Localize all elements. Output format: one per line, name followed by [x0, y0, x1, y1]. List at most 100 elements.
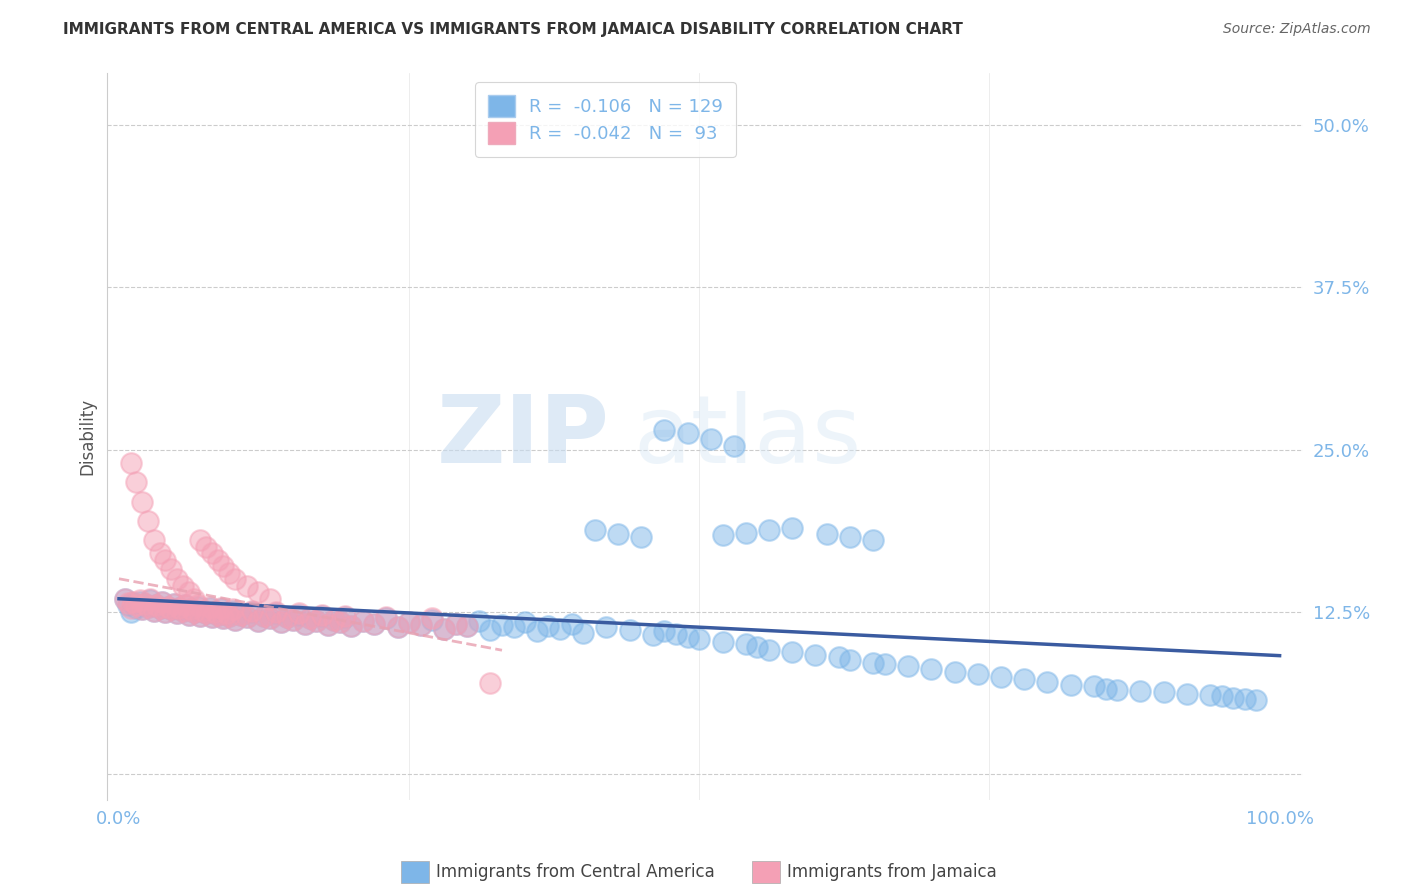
Y-axis label: Disability: Disability [79, 398, 96, 475]
Point [166, 573, 188, 587]
Point [195, 606, 218, 620]
Point [1107, 682, 1129, 697]
Point [305, 614, 328, 628]
Point [595, 620, 617, 634]
Point [183, 605, 205, 619]
Point [398, 615, 420, 630]
Point [654, 423, 676, 437]
Point [125, 599, 148, 613]
Point [607, 527, 630, 541]
Point [966, 667, 988, 681]
Point [198, 599, 221, 614]
Point [120, 605, 142, 619]
Point [409, 618, 432, 632]
Point [1129, 684, 1152, 698]
Point [224, 573, 246, 587]
Point [294, 616, 316, 631]
Point [270, 615, 292, 630]
Point [526, 624, 548, 639]
Point [676, 630, 699, 644]
Text: ZIP: ZIP [437, 391, 609, 483]
Point [433, 622, 456, 636]
Point [688, 632, 710, 647]
Point [172, 604, 194, 618]
Point [328, 615, 350, 630]
Point [1233, 692, 1256, 706]
Point [299, 611, 322, 625]
Point [207, 553, 229, 567]
Point [209, 601, 232, 615]
Point [804, 648, 827, 662]
Point [264, 605, 287, 619]
Point [235, 579, 257, 593]
Point [1175, 687, 1198, 701]
Point [136, 514, 159, 528]
Point [456, 619, 478, 633]
Point [259, 611, 281, 625]
Point [1094, 681, 1116, 696]
Point [491, 618, 513, 632]
Point [242, 604, 264, 618]
Point [155, 553, 177, 567]
Point [198, 601, 221, 615]
Point [222, 604, 245, 618]
Point [316, 618, 339, 632]
Point [374, 611, 396, 625]
Point [136, 599, 159, 614]
Point [229, 607, 252, 622]
Text: Immigrants from Jamaica: Immigrants from Jamaica [787, 863, 997, 881]
Point [183, 591, 205, 606]
Point [120, 601, 142, 615]
Point [204, 605, 226, 619]
Point [160, 602, 183, 616]
Point [422, 613, 444, 627]
Point [209, 602, 232, 616]
Point [943, 665, 966, 679]
Point [259, 611, 281, 625]
Point [150, 594, 173, 608]
Point [281, 613, 304, 627]
Point [188, 608, 211, 623]
Point [1211, 690, 1233, 704]
Point [128, 594, 150, 608]
Point [224, 613, 246, 627]
Point [125, 601, 148, 615]
Point [218, 608, 240, 623]
Point [1246, 693, 1268, 707]
Legend: R =  -0.106   N = 129, R =  -0.042   N =  93: R = -0.106 N = 129, R = -0.042 N = 93 [475, 82, 735, 157]
Point [180, 602, 202, 616]
Point [156, 599, 179, 614]
Point [572, 625, 595, 640]
Point [305, 614, 328, 628]
Point [409, 618, 432, 632]
Text: IMMIGRANTS FROM CENTRAL AMERICA VS IMMIGRANTS FROM JAMAICA DISABILITY CORRELATIO: IMMIGRANTS FROM CENTRAL AMERICA VS IMMIG… [63, 22, 963, 37]
Point [155, 605, 177, 619]
Point [131, 602, 153, 616]
Point [711, 634, 734, 648]
Point [174, 599, 197, 613]
Point [665, 627, 688, 641]
Point [224, 613, 246, 627]
Point [218, 566, 240, 580]
Point [187, 599, 209, 613]
Point [676, 425, 699, 440]
Point [444, 616, 467, 631]
Point [340, 619, 363, 633]
Point [839, 530, 862, 544]
Point [311, 608, 333, 623]
Point [201, 610, 224, 624]
Point [177, 607, 200, 622]
Text: atlas: atlas [633, 391, 862, 483]
Point [387, 620, 409, 634]
Point [515, 615, 537, 630]
Point [920, 662, 942, 676]
Point [218, 608, 240, 623]
Point [162, 597, 184, 611]
Point [734, 525, 756, 540]
Point [114, 591, 136, 606]
Point [780, 645, 803, 659]
Text: Immigrants from Central America: Immigrants from Central America [436, 863, 714, 881]
Point [340, 619, 363, 633]
Point [166, 606, 188, 620]
Point [276, 610, 298, 624]
